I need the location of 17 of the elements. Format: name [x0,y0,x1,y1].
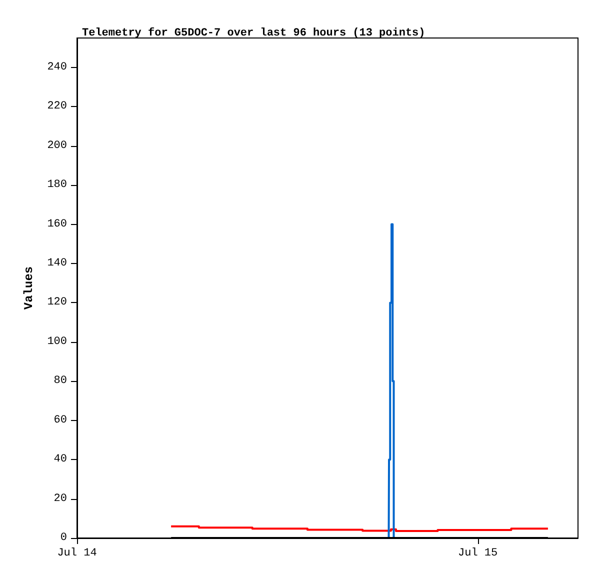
y-tick-label: 220 [47,100,67,113]
x-tick-label: Jul 15 [458,548,498,560]
y-tick-label: 120 [47,296,67,309]
y-tick-label: 240 [47,61,67,74]
x-tick-label: Jul 14 [57,548,98,560]
y-tick-label: 180 [47,179,67,192]
y-tick-label: 160 [47,218,67,230]
y-tick-label: 40 [54,454,67,466]
y-tick-label: 200 [47,140,67,152]
y-tick-label: 140 [47,257,67,270]
y-axis-title: Values [22,266,36,310]
y-tick-label: 20 [54,492,67,505]
chart-title: Telemetry for G5DOC-7 over last 96 hours (13 points) [82,26,426,40]
y-tick-label: 0 [60,532,67,544]
y-tick-label: 60 [54,414,67,426]
y-tick-label: 80 [54,375,67,388]
y-tick-label: 100 [47,336,67,348]
